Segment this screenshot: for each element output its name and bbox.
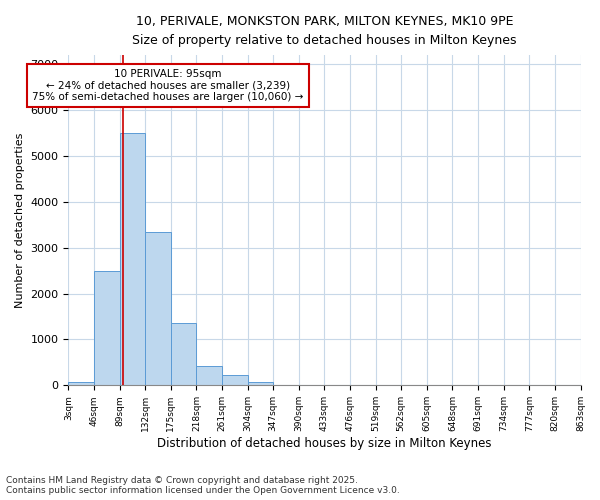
Bar (248, 382, 273, 386)
Text: Contains HM Land Registry data © Crown copyright and database right 2025.
Contai: Contains HM Land Registry data © Crown c… (6, 476, 400, 495)
Bar (171, 324, 196, 386)
Bar (196, 366, 222, 386)
Y-axis label: Number of detached properties: Number of detached properties (15, 132, 25, 308)
Bar (222, 376, 248, 386)
Bar (145, 232, 171, 386)
Text: 10 PERIVALE: 95sqm
← 24% of detached houses are smaller (3,239)
75% of semi-deta: 10 PERIVALE: 95sqm ← 24% of detached hou… (32, 69, 304, 102)
Title: 10, PERIVALE, MONKSTON PARK, MILTON KEYNES, MK10 9PE
Size of property relative t: 10, PERIVALE, MONKSTON PARK, MILTON KEYN… (132, 15, 517, 47)
Bar (68, 382, 94, 386)
Bar (119, 133, 145, 386)
Bar (94, 270, 119, 386)
X-axis label: Distribution of detached houses by size in Milton Keynes: Distribution of detached houses by size … (157, 437, 492, 450)
